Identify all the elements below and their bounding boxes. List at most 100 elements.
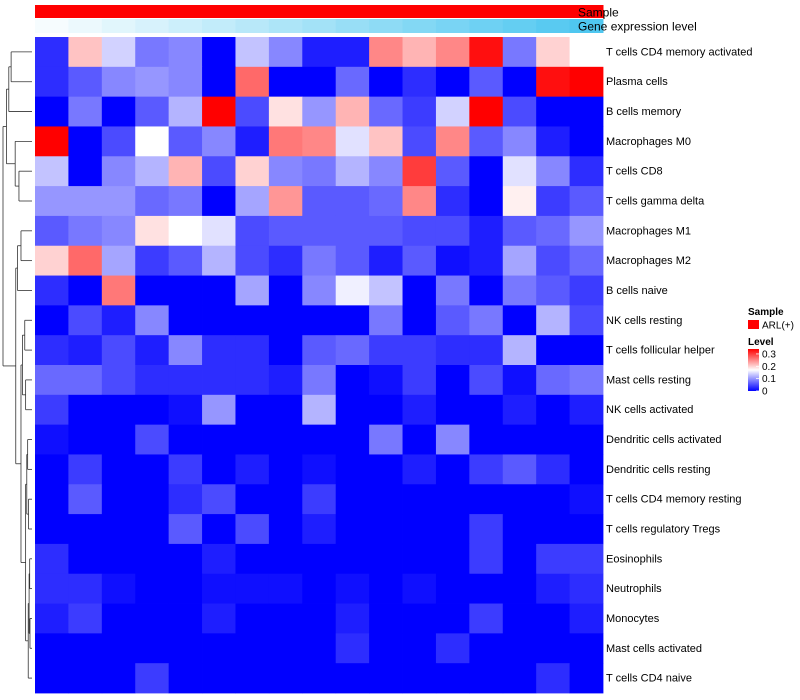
row-label: T cells CD4 naive	[606, 673, 692, 685]
heatmap-cell	[536, 484, 570, 515]
heatmap-cell	[268, 514, 303, 545]
heatmap-cell	[402, 96, 437, 127]
row-label: Macrophages M2	[606, 255, 691, 267]
heatmap-cell	[268, 37, 303, 68]
heatmap-cell	[35, 573, 69, 604]
gene-expression-track-cell	[369, 19, 404, 33]
heatmap-cell	[569, 126, 604, 157]
heatmap-cell	[469, 186, 504, 217]
heatmap-cell	[469, 126, 504, 157]
heatmap-cell	[268, 305, 303, 336]
heatmap-cell	[469, 245, 504, 276]
heatmap-cell	[435, 335, 470, 366]
heatmap-cell	[168, 275, 203, 306]
heatmap-cell	[168, 305, 203, 336]
heatmap-cell	[168, 66, 203, 98]
heatmap-cell	[469, 543, 504, 575]
heatmap-cell	[135, 66, 170, 98]
heatmap-cell	[202, 424, 236, 455]
heatmap-cell	[502, 365, 537, 396]
heatmap-cell	[569, 365, 604, 396]
heatmap-cell	[469, 514, 504, 545]
heatmap-cell	[235, 424, 270, 455]
heatmap-cell	[536, 573, 570, 604]
heatmap-cell	[68, 365, 103, 396]
heatmap-cell	[335, 454, 370, 485]
heatmap-cell	[235, 394, 270, 426]
heatmap-cell	[35, 275, 69, 306]
heatmap-cell	[569, 514, 604, 545]
heatmap-cell	[335, 543, 370, 575]
heatmap-cell	[402, 454, 437, 485]
heatmap-cell	[502, 663, 537, 694]
gene-expression-track-cell	[402, 19, 437, 33]
gene-expression-track-cell	[569, 19, 604, 33]
heatmap-cell	[335, 186, 370, 217]
heatmap-cell	[536, 514, 570, 545]
heatmap-cell	[135, 156, 170, 187]
heatmap-cell	[235, 215, 270, 247]
heatmap-cell	[135, 603, 170, 634]
heatmap-cell	[235, 484, 270, 515]
heatmap-cell	[502, 96, 537, 127]
heatmap-cell	[101, 215, 136, 247]
heatmap-cell	[235, 275, 270, 306]
heatmap-cell	[302, 335, 337, 366]
heatmap-cell	[168, 186, 203, 217]
heatmap-cell	[502, 633, 537, 664]
heatmap-cell	[335, 156, 370, 187]
heatmap-cell	[101, 96, 136, 127]
heatmap-cell	[569, 454, 604, 485]
heatmap-cell	[569, 663, 604, 694]
heatmap-cell	[435, 245, 470, 276]
gene-expression-track-cell	[135, 19, 170, 33]
heatmap-cell	[68, 514, 103, 545]
heatmap-cell	[302, 543, 337, 575]
heatmap-cell	[569, 394, 604, 426]
heatmap-cell	[369, 66, 403, 98]
heatmap-cell	[302, 573, 337, 604]
sample-track-cell	[235, 5, 270, 18]
row-label: Monocytes	[606, 613, 660, 625]
heatmap-cell	[536, 454, 570, 485]
heatmap-cell	[435, 633, 470, 664]
heatmap-cell	[435, 365, 470, 396]
heatmap-cell	[402, 126, 437, 157]
heatmap-cell	[335, 633, 370, 664]
heatmap-cell	[35, 663, 69, 694]
heatmap-cell	[369, 215, 403, 247]
heatmap-cell	[435, 126, 470, 157]
heatmap-cell	[369, 424, 403, 455]
heatmap-cell	[268, 365, 303, 396]
row-label: Mast cells resting	[606, 374, 691, 386]
heatmap-cell	[536, 66, 570, 98]
heatmap-cell	[402, 215, 437, 247]
legend-level-title: Level	[748, 337, 774, 348]
track-label-gene-expression: Gene expression level	[578, 20, 697, 34]
heatmap-cell	[135, 126, 170, 157]
row-label: T cells gamma delta	[606, 196, 705, 208]
heatmap-cell	[35, 365, 69, 396]
heatmap-cell	[369, 96, 403, 127]
row-label: Macrophages M1	[606, 225, 691, 237]
heatmap-cell	[302, 394, 337, 426]
heatmap-cell	[536, 37, 570, 68]
row-labels: T cells CD4 memory activated Plasma cells…	[606, 46, 753, 684]
heatmap-cell	[469, 37, 504, 68]
heatmap-cell	[402, 245, 437, 276]
heatmap-cell	[268, 663, 303, 694]
row-label: T cells follicular helper	[606, 345, 715, 357]
legend: Sample ARL(+) Level 0.3 0.20.1 0	[748, 307, 794, 398]
heatmap-cell	[402, 484, 437, 515]
heatmap-cell	[369, 126, 403, 157]
heatmap-cell	[469, 573, 504, 604]
heatmap-cell	[335, 603, 370, 634]
heatmap-cell	[435, 156, 470, 187]
heatmap-cell	[302, 66, 337, 98]
row-label: T cells CD4 memory activated	[606, 46, 753, 58]
row-label: NK cells activated	[606, 404, 693, 416]
heatmap-cell	[135, 365, 170, 396]
heatmap-cell	[101, 394, 136, 426]
heatmap-cell	[135, 305, 170, 336]
heatmap-cell	[302, 275, 337, 306]
